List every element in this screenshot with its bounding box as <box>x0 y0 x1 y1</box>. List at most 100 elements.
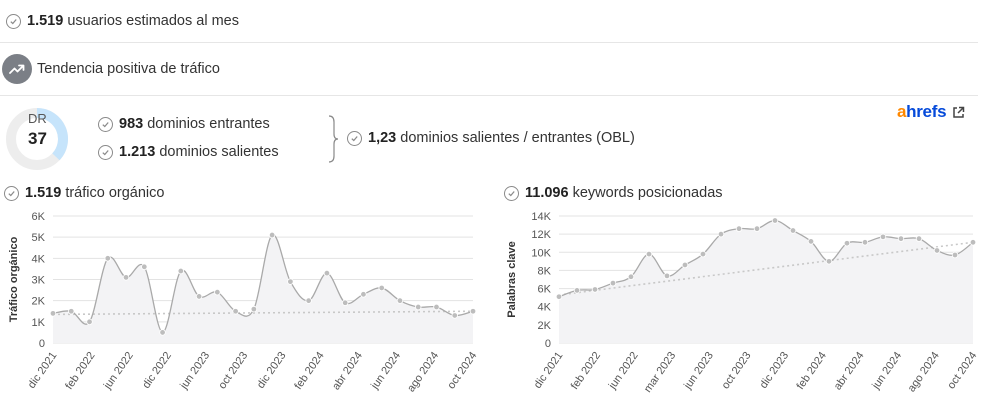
data-point <box>771 217 779 224</box>
x-tick-label: dic 2023 <box>255 350 289 391</box>
outbound-domains-stat: 1.213 dominios salientes <box>98 144 279 160</box>
data-point <box>933 247 941 254</box>
data-point <box>378 284 385 292</box>
organic-traffic-value: 1.519 <box>25 185 62 201</box>
y-tick-label: 4K <box>538 302 552 314</box>
data-point <box>86 318 93 326</box>
data-point <box>555 293 563 300</box>
data-point <box>451 312 458 319</box>
data-point <box>214 288 221 296</box>
data-point <box>415 303 422 311</box>
x-tick-label: jun 2023 <box>681 350 716 392</box>
trending-up-icon <box>2 54 32 84</box>
data-point <box>573 287 581 294</box>
data-point <box>825 258 833 265</box>
estimated-users-text: 1.519 usuarios estimados al mes <box>27 13 239 29</box>
traffic-trend-row: Tendencia positiva de tráfico <box>0 43 978 96</box>
data-point <box>735 225 743 232</box>
y-tick-label: 6K <box>32 211 46 223</box>
outbound-domains-value: 1.213 <box>119 144 156 160</box>
y-axis-title: Tráfico orgánico <box>8 236 20 322</box>
organic-traffic-label: tráfico orgánico <box>61 185 165 201</box>
y-tick-label: 12K <box>531 229 551 241</box>
data-point <box>141 263 148 270</box>
data-point <box>681 261 689 269</box>
x-tick-label: jun 2024 <box>870 350 905 392</box>
data-point <box>68 308 75 315</box>
y-tick-label: 8K <box>538 265 552 277</box>
x-tick-label: ago 2024 <box>405 350 441 394</box>
inbound-domains-value: 983 <box>119 116 144 132</box>
data-point <box>699 250 707 258</box>
x-tick-label: mar 2023 <box>642 350 678 395</box>
inbound-domains-label: dominios entrantes <box>143 116 270 132</box>
x-tick-label: jun 2023 <box>178 350 213 392</box>
x-tick-label: dic 2023 <box>758 350 792 391</box>
domain-rating-label: DR <box>28 111 47 126</box>
data-point <box>104 255 111 262</box>
data-point <box>753 225 761 232</box>
x-tick-label: feb 2022 <box>569 350 603 392</box>
estimated-users-row: 1.519 usuarios estimados al mes <box>0 0 978 43</box>
data-point <box>323 269 331 277</box>
x-tick-label: ago 2024 <box>906 350 942 394</box>
outbound-domains-label: dominios salientes <box>155 144 279 160</box>
y-tick-label: 4K <box>32 253 46 265</box>
data-point <box>645 250 653 258</box>
x-tick-label: feb 2024 <box>292 350 326 392</box>
domain-rating-ring <box>6 108 68 170</box>
data-point <box>843 240 851 247</box>
y-tick-label: 10K <box>531 247 551 259</box>
x-tick-label: oct 2024 <box>945 350 979 391</box>
y-tick-label: 0 <box>545 338 551 350</box>
data-point <box>433 303 440 311</box>
x-tick-label: oct 2023 <box>720 350 754 391</box>
data-point <box>341 299 349 306</box>
data-point <box>250 305 258 313</box>
check-circle-icon <box>504 185 519 201</box>
domain-rating-gauge: DR 37 <box>4 108 72 170</box>
inbound-domains-stat: 983 dominios entrantes <box>98 116 270 132</box>
x-tick-label: jun 2024 <box>368 350 403 392</box>
data-point <box>663 272 671 280</box>
y-tick-label: 2K <box>32 296 46 308</box>
y-tick-label: 1K <box>32 317 46 329</box>
x-tick-label: dic 2021 <box>26 350 60 391</box>
dr-ring-fill <box>36 108 68 161</box>
series-area <box>559 220 973 343</box>
estimated-users-value: 1.519 <box>27 13 64 29</box>
brace-divider <box>328 115 339 163</box>
data-point <box>287 278 294 285</box>
data-point <box>807 238 815 245</box>
ahrefs-logo: ahrefs <box>897 102 947 121</box>
data-point <box>879 233 887 241</box>
data-point <box>969 239 977 246</box>
data-point <box>396 297 404 304</box>
domain-rating-value: 37 <box>28 129 47 148</box>
check-circle-icon <box>6 13 21 29</box>
obl-ratio-stat: 1,23 dominios salientes / entrantes (OBL… <box>347 130 635 146</box>
data-point <box>305 297 312 304</box>
check-circle-icon <box>98 116 113 132</box>
ahrefs-link[interactable]: ahrefs <box>897 102 965 122</box>
traffic-trend-label: Tendencia positiva de tráfico <box>37 61 220 77</box>
x-tick-label: feb 2022 <box>63 350 97 392</box>
y-tick-label: 5K <box>32 232 46 244</box>
data-point <box>122 274 130 281</box>
data-point <box>268 231 276 239</box>
check-circle-icon <box>98 144 113 160</box>
y-tick-label: 14K <box>531 211 551 223</box>
data-point <box>195 293 203 300</box>
data-point <box>897 235 905 242</box>
external-link-icon <box>953 106 965 118</box>
data-point <box>627 273 635 280</box>
data-point <box>159 329 166 336</box>
x-tick-label: abr 2024 <box>832 350 867 392</box>
data-point <box>49 310 57 317</box>
data-point <box>232 308 239 315</box>
series-area <box>53 234 473 343</box>
data-point <box>609 279 617 287</box>
data-point <box>915 235 923 242</box>
data-point <box>717 230 725 238</box>
